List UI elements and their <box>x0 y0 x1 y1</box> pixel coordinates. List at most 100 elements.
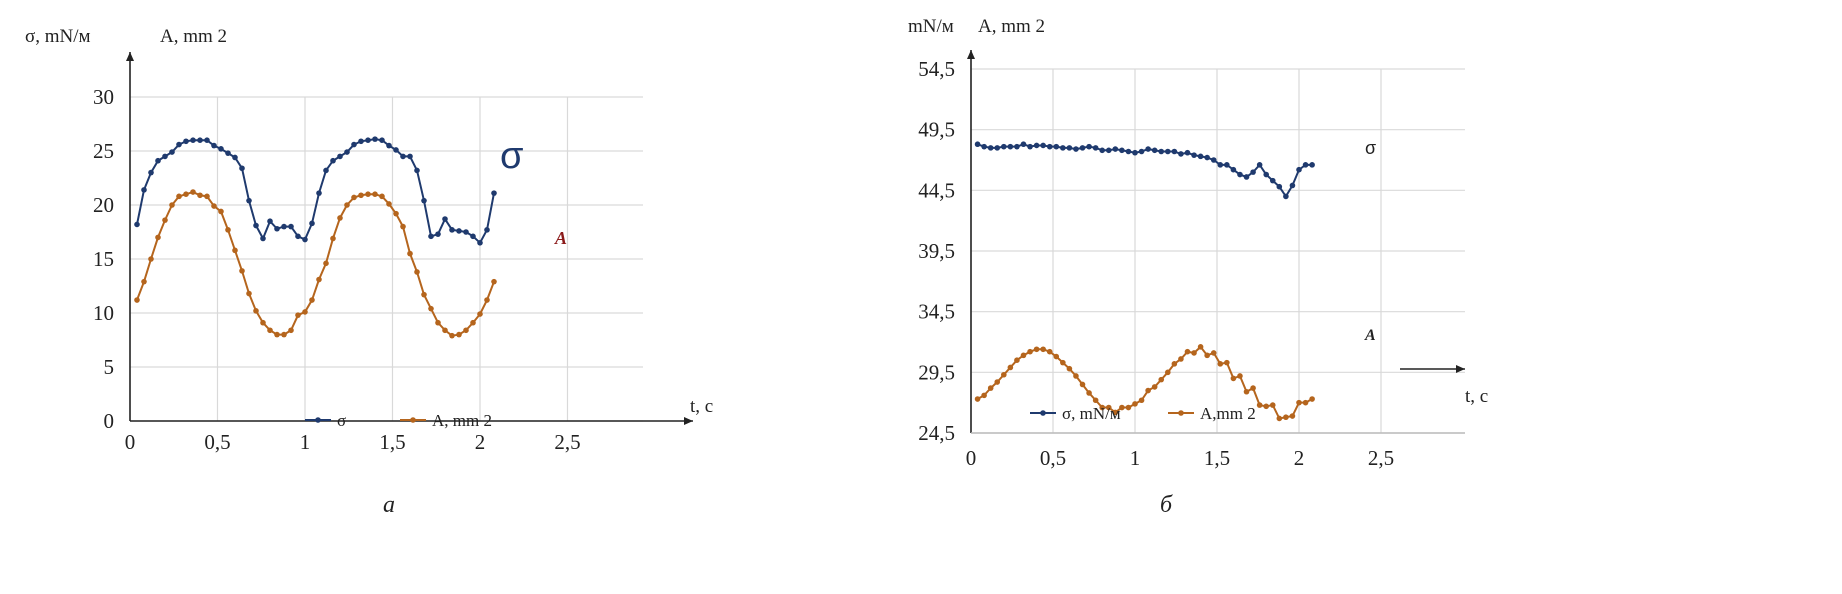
data-point-area <box>1263 403 1269 410</box>
series-line-sigma <box>977 143 1313 199</box>
x-tick-label: 0,5 <box>1040 446 1066 470</box>
data-point-sigma <box>190 137 196 143</box>
x-tick-label: 2,5 <box>554 430 580 454</box>
data-point-area <box>267 327 273 334</box>
data-point-sigma <box>1119 147 1125 154</box>
data-point-sigma <box>407 153 413 160</box>
data-point-sigma <box>337 153 343 160</box>
figure-caption: а <box>383 492 395 518</box>
data-point-sigma <box>1053 143 1060 150</box>
data-point-area <box>295 312 301 318</box>
data-point-area <box>400 223 406 230</box>
data-point-sigma <box>456 228 462 234</box>
y-axis-label-sigma: mN/м <box>908 16 954 37</box>
data-point-area <box>1184 348 1191 355</box>
data-point-area <box>337 215 343 221</box>
data-point-sigma <box>218 146 224 152</box>
data-point-sigma <box>239 165 245 172</box>
data-point-area <box>491 278 497 285</box>
data-point-sigma <box>435 231 441 237</box>
data-point-area <box>1224 359 1230 366</box>
y-tick-label: 34,5 <box>918 300 955 324</box>
data-point-sigma <box>316 190 322 196</box>
data-point-sigma <box>267 218 273 224</box>
data-point-area <box>169 202 175 208</box>
legend-marker-icon <box>315 417 321 423</box>
data-point-area <box>190 189 196 195</box>
data-point-area <box>246 290 252 297</box>
data-point-sigma <box>1092 145 1099 151</box>
data-point-area <box>239 268 245 274</box>
data-point-sigma <box>1204 154 1210 161</box>
data-point-area <box>379 193 385 200</box>
data-point-sigma <box>1276 183 1283 190</box>
y-tick-label: 29,5 <box>918 360 955 384</box>
data-point-sigma <box>1283 193 1289 200</box>
y-tick-label: 24,5 <box>918 421 955 445</box>
data-point-sigma <box>1256 162 1263 168</box>
y-tick-label: 39,5 <box>918 239 955 263</box>
x-tick-label: 1,5 <box>1204 446 1230 470</box>
y-axis-arrow-icon <box>967 50 975 59</box>
y-tick-label: 30 <box>93 85 114 109</box>
data-point-sigma <box>176 141 182 148</box>
x-tick-label: 1,5 <box>379 430 405 454</box>
data-point-sigma <box>302 236 308 243</box>
data-point-sigma <box>1027 143 1033 150</box>
data-point-sigma <box>1158 148 1165 155</box>
y-tick-label: 0 <box>104 409 115 433</box>
data-point-sigma <box>421 197 427 204</box>
y-axis-arrow-icon <box>126 52 134 61</box>
data-point-area <box>274 331 280 338</box>
data-point-sigma <box>1165 148 1171 155</box>
data-point-area <box>1060 359 1066 366</box>
legend-label: σ <box>337 411 346 430</box>
data-point-sigma <box>1210 157 1217 163</box>
data-point-area <box>1151 384 1158 390</box>
data-point-sigma <box>994 145 1001 151</box>
x-tick-label: 2 <box>475 430 486 454</box>
data-point-sigma <box>463 229 469 235</box>
data-point-sigma <box>379 137 385 143</box>
data-point-area <box>463 327 469 334</box>
data-point-sigma <box>1001 143 1007 150</box>
data-point-sigma <box>295 233 301 240</box>
data-point-area <box>253 308 259 314</box>
data-point-sigma <box>344 149 350 155</box>
data-point-area <box>428 305 434 312</box>
data-point-sigma <box>987 145 994 151</box>
data-point-area <box>1040 346 1046 353</box>
data-point-area <box>987 385 994 391</box>
series-annotation-sigma: σ <box>1365 138 1376 158</box>
data-point-area <box>1033 346 1040 353</box>
data-point-area <box>1243 388 1250 395</box>
data-point-area <box>1250 385 1256 391</box>
data-point-area <box>330 235 336 242</box>
data-point-area <box>435 319 441 326</box>
data-point-area <box>1092 397 1099 404</box>
data-point-area <box>1178 356 1184 362</box>
data-point-sigma <box>981 143 987 150</box>
data-point-area <box>1138 397 1145 404</box>
data-point-area <box>1289 413 1296 419</box>
y-axis-label-area: A, mm 2 <box>160 26 227 47</box>
data-point-sigma <box>470 233 476 240</box>
data-point-sigma <box>260 235 266 242</box>
data-point-area <box>1119 404 1125 411</box>
x-tick-label: 0 <box>966 446 977 470</box>
data-point-sigma <box>1073 146 1079 152</box>
data-point-area <box>1283 414 1289 421</box>
data-point-sigma <box>1020 141 1027 148</box>
data-point-sigma <box>1040 142 1046 149</box>
data-point-area <box>1230 375 1237 382</box>
data-point-area <box>351 194 357 201</box>
data-point-sigma <box>428 233 434 240</box>
data-point-area <box>176 193 182 200</box>
data-point-sigma <box>358 138 364 145</box>
data-point-sigma <box>1184 149 1191 156</box>
data-point-area <box>414 269 420 275</box>
data-point-sigma <box>246 197 252 204</box>
x-axis-label: t, с <box>1465 386 1488 407</box>
